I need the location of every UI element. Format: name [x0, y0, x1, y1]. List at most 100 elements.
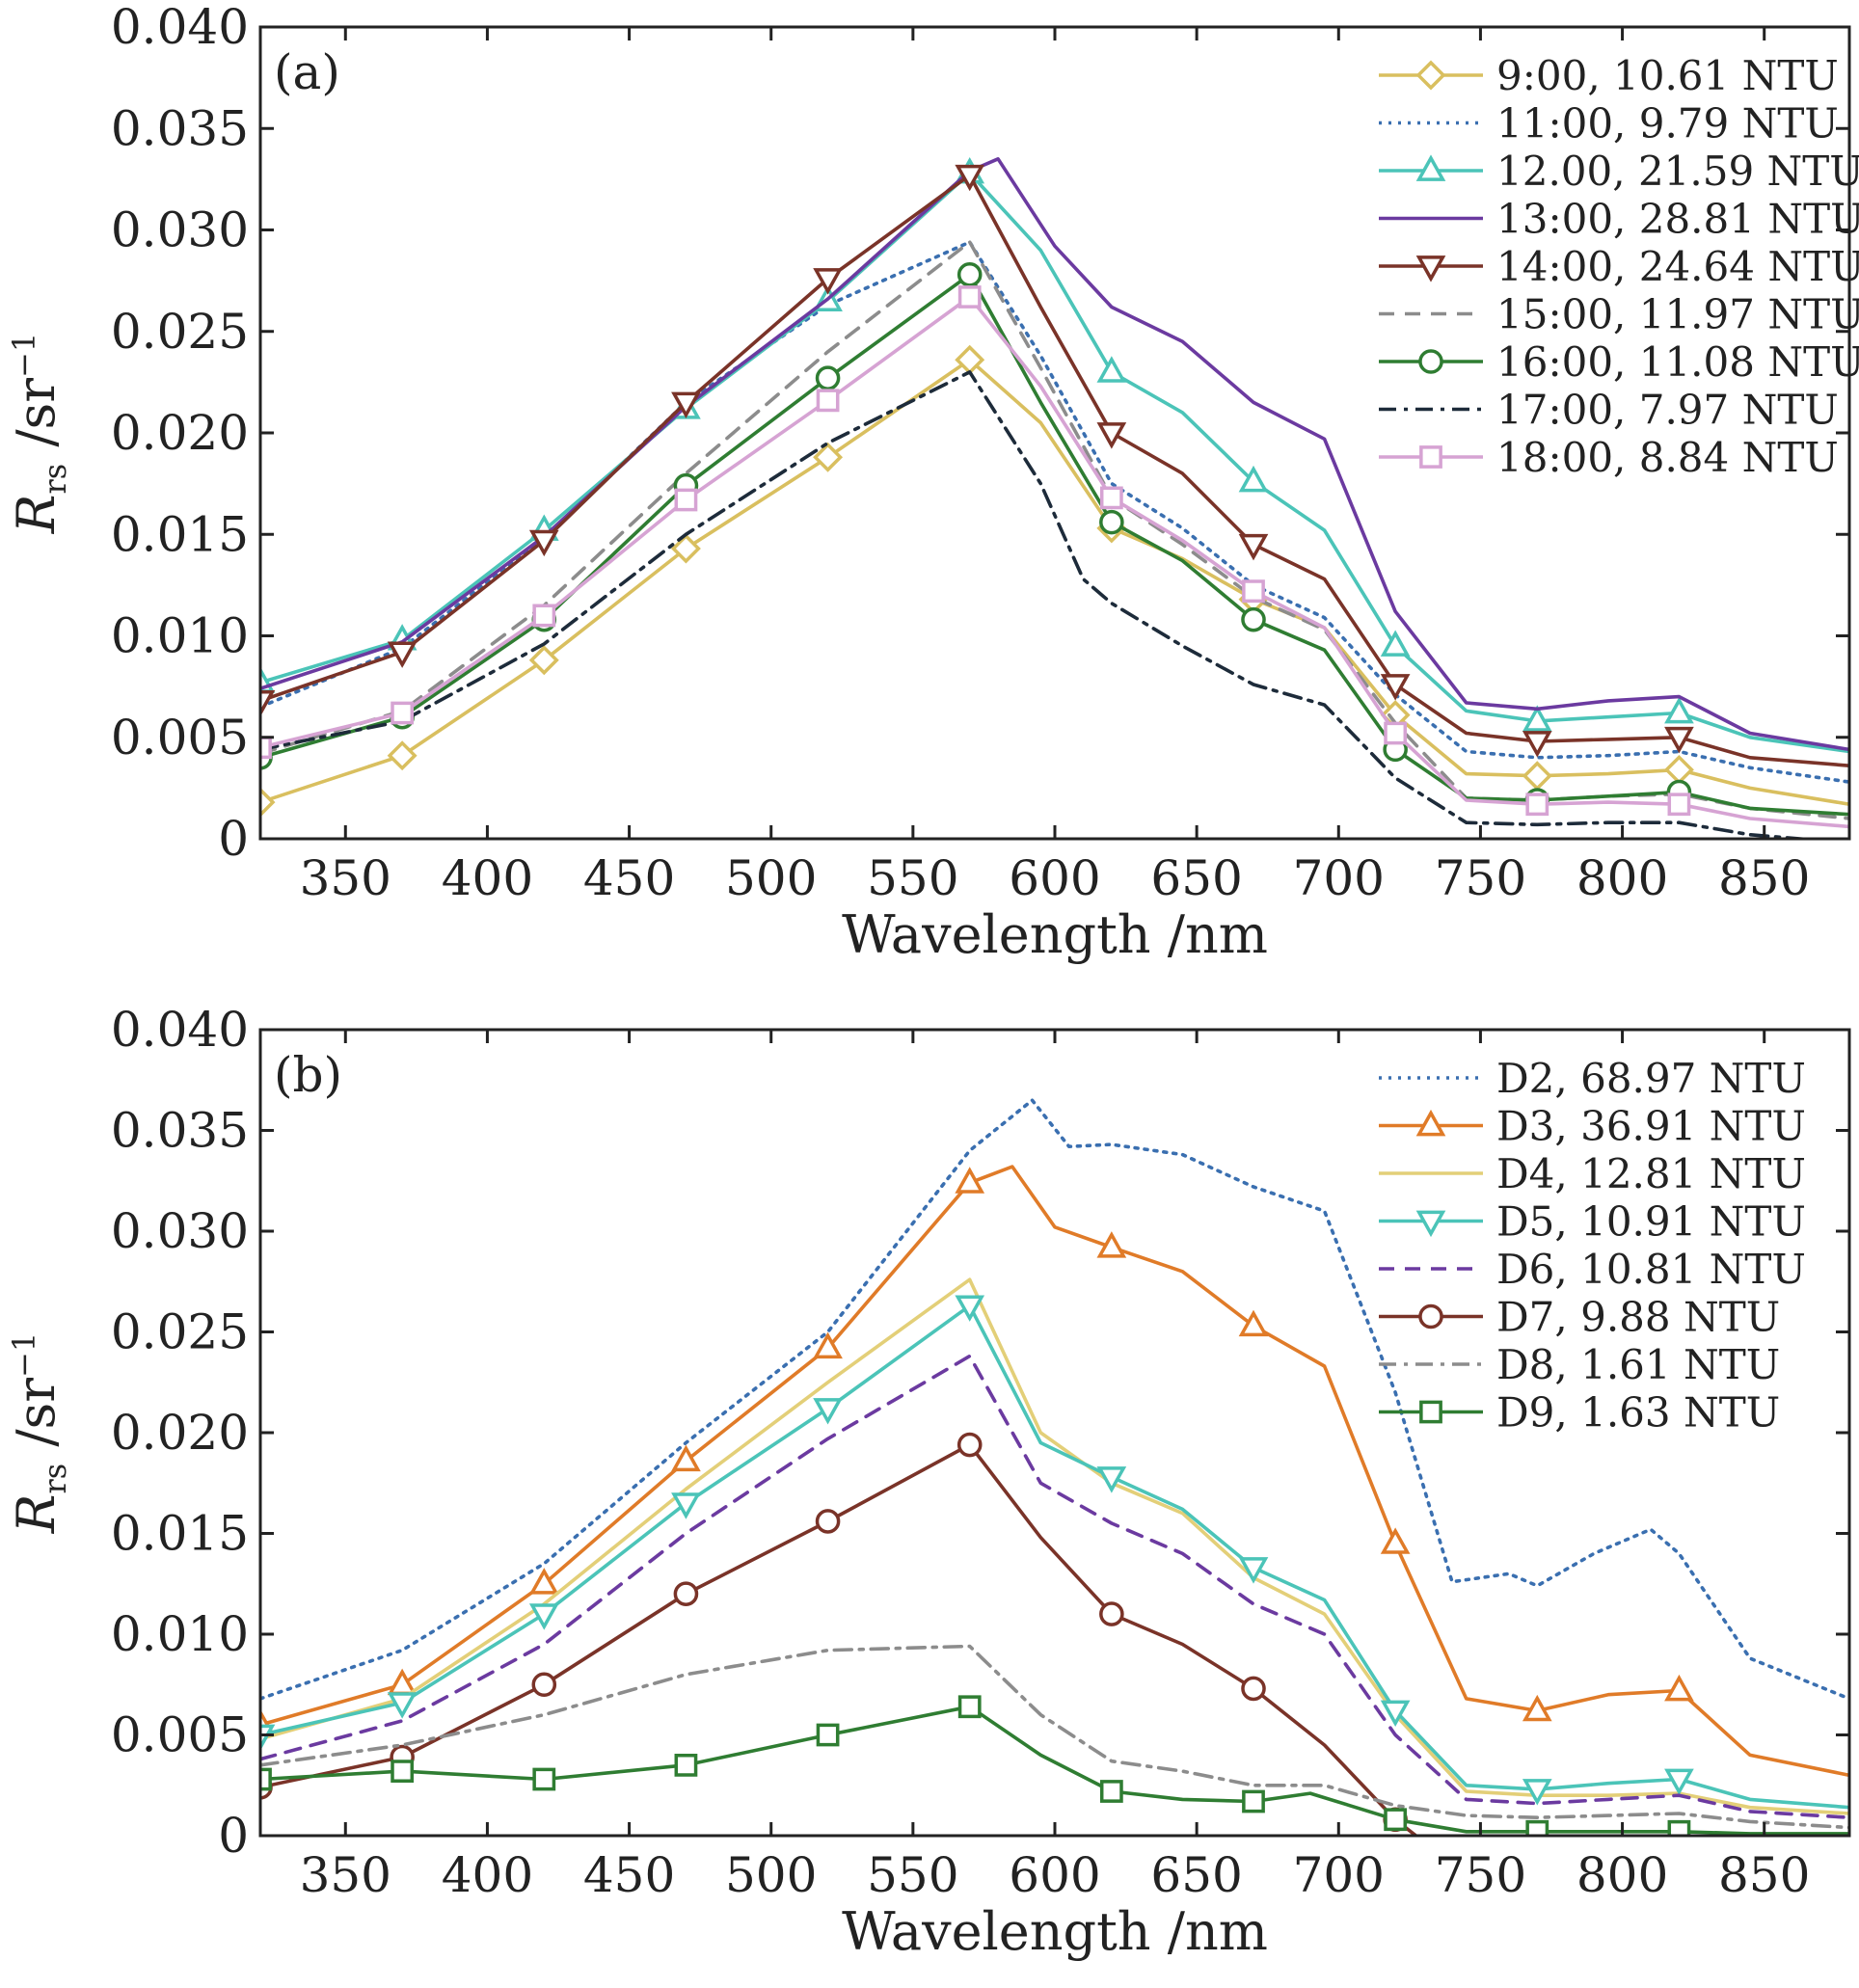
series-8 [260, 1695, 1849, 1836]
y-tick-label: 0.005 [111, 1707, 249, 1763]
legend-label: 18:00, 8.84 NTU [1496, 434, 1839, 481]
y-tick-label: 0.010 [111, 1606, 249, 1662]
y-tick-label: 0.035 [111, 100, 249, 156]
panel-label: (a) [274, 44, 340, 100]
data-point [1522, 1779, 1552, 1806]
series-line [260, 1277, 1849, 1815]
data-point [1667, 1819, 1691, 1836]
data-point [815, 1509, 841, 1534]
y-axis-title: Rrs /sr−1 [6, 1332, 73, 1534]
y-tick-label: 0.005 [111, 710, 249, 766]
data-point [532, 1767, 556, 1791]
data-point [1242, 1789, 1265, 1813]
series-1 [260, 1098, 1849, 1701]
legend-label: 13:00, 28.81 NTU [1496, 196, 1859, 243]
x-tick-label: 500 [725, 1847, 817, 1903]
data-point [387, 1692, 418, 1719]
legend-marker [1415, 154, 1446, 181]
x-tick-label: 600 [1009, 1847, 1100, 1903]
legend-label: 16:00, 11.08 NTU [1496, 338, 1859, 386]
data-point [813, 1398, 843, 1425]
data-point [957, 1695, 982, 1719]
data-point [1522, 731, 1552, 758]
x-tick-label: 800 [1576, 850, 1668, 906]
data-point [260, 1767, 272, 1791]
data-point [957, 285, 982, 309]
data-point [955, 1167, 985, 1194]
data-point [1380, 674, 1411, 701]
legend-item: D6, 10.81 NTU [1379, 1246, 1806, 1293]
data-point [528, 1603, 559, 1630]
data-point [955, 1295, 985, 1322]
x-tick-label: 600 [1009, 850, 1100, 906]
legend-item: D4, 12.81 NTU [1379, 1150, 1806, 1197]
legend-marker [1418, 1303, 1443, 1330]
legend-item: 17:00, 7.97 NTU [1379, 387, 1839, 434]
data-point [1522, 1694, 1552, 1722]
data-point [1096, 1231, 1127, 1258]
legend-label: 9:00, 10.61 NTU [1496, 52, 1839, 99]
series-line [260, 295, 1849, 829]
data-point [813, 1331, 843, 1359]
data-point [1380, 630, 1411, 657]
data-point [1238, 1557, 1269, 1584]
data-point [1096, 1466, 1127, 1493]
x-tick-label: 500 [725, 850, 817, 906]
legend-item: 13:00, 28.81 NTU [1379, 196, 1859, 243]
data-point [816, 389, 840, 413]
data-point [1241, 606, 1266, 632]
x-tick-label: 450 [583, 850, 675, 906]
y-axis: 0 0.005 0.010 0.015 0.020 0.025 0.030 0.035 0.04… [111, 1002, 1849, 1864]
data-point [673, 1581, 699, 1606]
data-point [1664, 1674, 1694, 1702]
y-tick-label: 0.025 [111, 1304, 249, 1360]
y-tick-label: 0.015 [111, 506, 249, 562]
data-point [1663, 754, 1694, 785]
series-2 [260, 240, 1849, 784]
data-point [1525, 793, 1549, 817]
legend-item: D2, 68.97 NTU [1379, 1055, 1806, 1102]
data-point [387, 1668, 418, 1696]
x-axis: 350 400 450 500 550 600 650 700 750 800 850 [300, 27, 1810, 906]
series-5 [260, 164, 1849, 767]
series-9 [260, 285, 1849, 829]
series-line [260, 1098, 1849, 1701]
legend-item: 18:00, 8.84 NTU [1379, 434, 1839, 481]
series-2 [260, 1165, 1849, 1778]
data-point [1238, 465, 1269, 493]
y-tick-label: 0.025 [111, 304, 249, 360]
data-point [671, 1444, 701, 1472]
data-point [1384, 721, 1408, 745]
data-point [816, 1723, 840, 1747]
x-tick-label: 850 [1718, 1847, 1810, 1903]
x-tick-label: 750 [1435, 1847, 1526, 1903]
legend-label: D6, 10.81 NTU [1496, 1246, 1806, 1293]
series-line [260, 370, 1821, 839]
legend-label: 17:00, 7.97 NTU [1496, 387, 1839, 434]
data-point [260, 1724, 276, 1752]
data-point [1667, 793, 1691, 817]
data-point [1384, 1808, 1408, 1832]
x-tick-label: 650 [1150, 1847, 1242, 1903]
y-tick-label: 0 [218, 811, 249, 867]
data-point [531, 1672, 557, 1698]
data-point [813, 442, 844, 472]
data-point [1522, 705, 1552, 732]
legend-marker [1415, 1109, 1446, 1137]
legend-item: D3, 36.91 NTU [1379, 1103, 1806, 1150]
x-tick-label: 450 [583, 1847, 675, 1903]
data-point [387, 641, 418, 668]
y-tick-label: 0.015 [111, 1506, 249, 1562]
data-point [387, 740, 418, 771]
data-point [956, 1432, 983, 1458]
legend-marker [1419, 445, 1442, 469]
plot-area [260, 1098, 1849, 1836]
legend-marker [1418, 349, 1443, 374]
data-point [1242, 579, 1265, 604]
data-point [528, 1568, 559, 1595]
series-line [260, 173, 1849, 767]
series-line [260, 273, 1849, 817]
x-tick-label: 350 [300, 850, 391, 906]
